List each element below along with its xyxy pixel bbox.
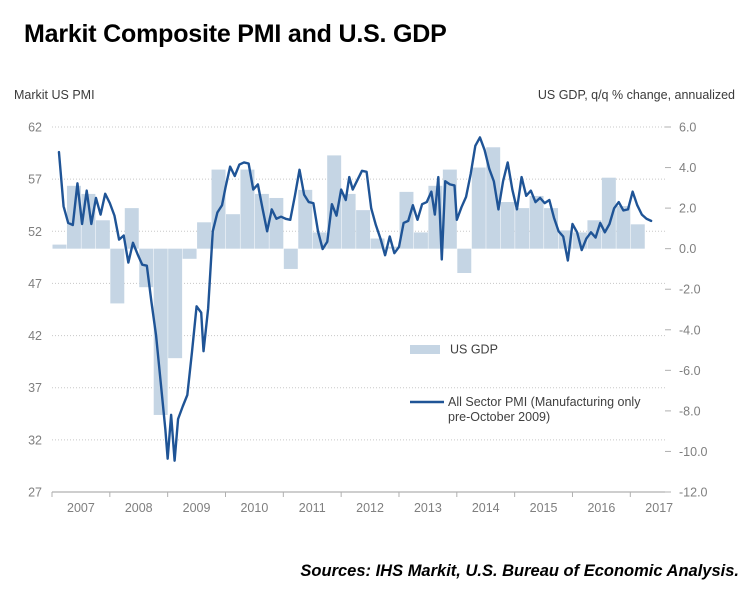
gdp-bar <box>269 197 284 249</box>
y2-axis-tick-label: -6.0 <box>679 364 701 378</box>
gdp-bar <box>240 169 255 249</box>
y-axis-tick-label: 32 <box>28 433 42 447</box>
gdp-bar <box>500 202 515 249</box>
gdp-bar <box>544 208 559 249</box>
gdp-bar <box>341 193 356 249</box>
right-axis-caption: US GDP, q/q % change, annualized <box>537 88 735 102</box>
gdp-bar <box>413 232 428 249</box>
gdp-bar <box>52 244 67 249</box>
x-axis-tick-label: 2016 <box>587 501 615 515</box>
gdp-bar <box>283 248 298 269</box>
page-title: Markit Composite PMI and U.S. GDP <box>24 20 447 48</box>
x-axis-tick-label: 2017 <box>645 501 673 515</box>
gdp-bar <box>124 208 139 249</box>
y-axis-tick-label: 27 <box>28 486 42 500</box>
y2-axis-tick-label: -10.0 <box>679 445 708 459</box>
legend-label-pmi-line1: All Sector PMI (Manufacturing only <box>448 395 641 409</box>
gdp-bar <box>457 248 472 273</box>
y2-axis-tick-label: 6.0 <box>679 121 696 135</box>
gdp-bar <box>529 195 544 249</box>
y-axis-tick-label: 42 <box>28 329 42 343</box>
gdp-bar <box>110 248 125 304</box>
x-axis-tick-label: 2014 <box>472 501 500 515</box>
gdp-bar <box>182 248 197 259</box>
left-axis-caption: Markit US PMI <box>14 88 95 102</box>
gdp-bar <box>298 189 313 249</box>
gdp-bar-group <box>52 147 645 415</box>
gdp-bar <box>356 210 371 249</box>
gdp-bar <box>442 169 457 249</box>
gdp-bar <box>168 248 183 359</box>
x-axis-tick-label: 2010 <box>240 501 268 515</box>
gdp-bar <box>399 191 414 249</box>
gdp-bar <box>630 224 645 249</box>
y-axis-tick-label: 47 <box>28 277 42 291</box>
y2-axis-tick-label: 2.0 <box>679 202 696 216</box>
y2-axis-tick-label: 4.0 <box>679 161 696 175</box>
y-axis-tick-label: 52 <box>28 225 42 239</box>
gdp-bar <box>515 208 530 249</box>
gdp-bar <box>254 193 269 249</box>
x-axis-tick-label: 2011 <box>299 501 326 515</box>
gdp-bar <box>327 155 342 249</box>
gdp-bar <box>153 248 168 415</box>
y-axis-tick-label: 57 <box>28 173 42 187</box>
gdp-bar <box>616 206 631 249</box>
source-note: Sources: IHS Markit, U.S. Bureau of Econ… <box>300 562 739 580</box>
x-axis-tick-label: 2007 <box>67 501 95 515</box>
gdp-bar <box>225 214 240 249</box>
x-axis-tick-label: 2012 <box>356 501 384 515</box>
pmi-line <box>57 136 653 462</box>
gdp-bar <box>95 220 110 249</box>
y2-axis-tick-label: -2.0 <box>679 283 701 297</box>
x-axis-tick-label: 2008 <box>125 501 153 515</box>
legend-swatch-us-gdp <box>410 345 440 354</box>
x-axis-tick-label: 2013 <box>414 501 442 515</box>
legend-label-us-gdp: US GDP <box>450 343 498 357</box>
y2-axis-tick-label: -8.0 <box>679 404 701 418</box>
y-axis-tick-label: 37 <box>28 381 42 395</box>
gdp-bar <box>471 167 486 249</box>
y2-axis-tick-label: 0.0 <box>679 242 696 256</box>
y2-axis-tick-label: -4.0 <box>679 323 701 337</box>
x-axis-tick-label: 2009 <box>183 501 211 515</box>
gdp-bar <box>197 222 212 249</box>
y-axis-tick-label: 62 <box>28 121 42 135</box>
x-axis-tick-label: 2015 <box>530 501 558 515</box>
y2-axis-tick-label: -12.0 <box>679 486 708 500</box>
gdp-bar <box>370 238 385 249</box>
legend-label-pmi-line2: pre-October 2009) <box>448 410 550 424</box>
